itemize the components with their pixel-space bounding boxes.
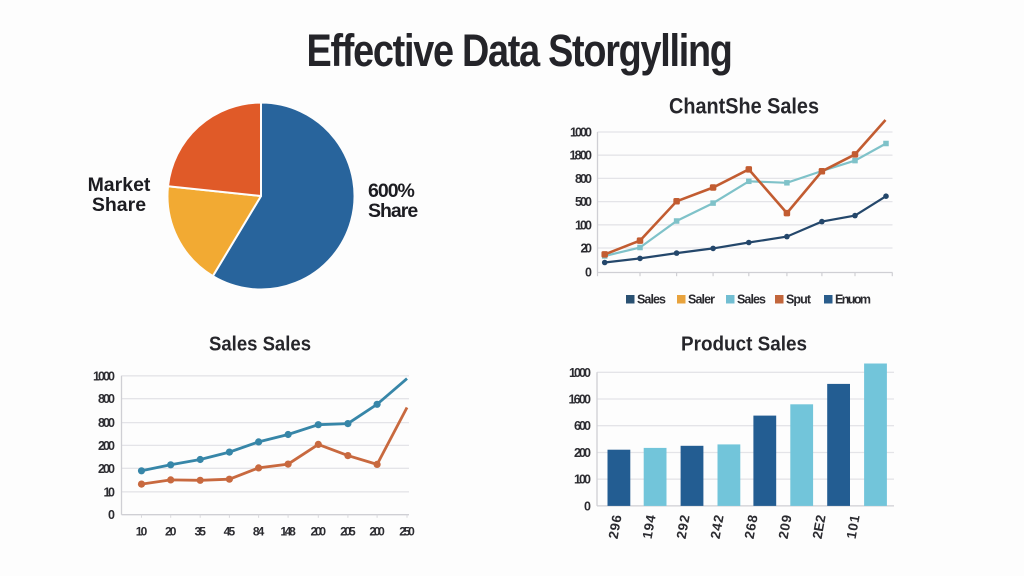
svg-text:Saler: Saler bbox=[688, 293, 715, 307]
svg-text:1800: 1800 bbox=[570, 149, 593, 163]
svg-text:10: 10 bbox=[136, 525, 148, 539]
svg-text:20: 20 bbox=[165, 525, 177, 539]
svg-text:100: 100 bbox=[575, 218, 592, 232]
svg-text:200: 200 bbox=[98, 439, 115, 453]
svg-text:292: 292 bbox=[674, 514, 693, 540]
svg-text:Sales: Sales bbox=[637, 293, 666, 307]
svg-text:84: 84 bbox=[253, 525, 265, 539]
svg-text:800: 800 bbox=[98, 416, 115, 430]
svg-text:242: 242 bbox=[708, 514, 727, 540]
svg-text:Sales: Sales bbox=[737, 293, 766, 307]
svg-text:200: 200 bbox=[369, 525, 385, 539]
svg-text:Product Sales: Product Sales bbox=[681, 333, 807, 356]
svg-text:10: 10 bbox=[104, 485, 116, 499]
svg-text:268: 268 bbox=[742, 513, 761, 540]
svg-text:250: 250 bbox=[399, 525, 415, 539]
svg-text:1000: 1000 bbox=[93, 369, 115, 383]
svg-text:0: 0 bbox=[108, 508, 115, 522]
svg-text:2E2: 2E2 bbox=[810, 514, 829, 540]
svg-text:148: 148 bbox=[280, 525, 296, 539]
svg-text:205: 205 bbox=[340, 525, 356, 539]
svg-text:194: 194 bbox=[640, 513, 659, 540]
svg-text:0: 0 bbox=[584, 499, 591, 513]
svg-text:209: 209 bbox=[776, 514, 795, 540]
svg-text:Sales Sales: Sales Sales bbox=[209, 333, 311, 356]
svg-text:1000: 1000 bbox=[569, 366, 591, 380]
svg-text:800: 800 bbox=[575, 172, 592, 186]
svg-text:1600: 1600 bbox=[569, 393, 592, 407]
svg-text:200: 200 bbox=[98, 462, 115, 476]
svg-text:500: 500 bbox=[575, 195, 592, 209]
svg-text:800: 800 bbox=[98, 392, 115, 406]
svg-text:600: 600 bbox=[574, 419, 591, 433]
svg-text:1000: 1000 bbox=[570, 126, 592, 140]
svg-text:101: 101 bbox=[844, 513, 863, 540]
svg-text:Sput: Sput bbox=[786, 293, 812, 307]
svg-text:ChantShe Sales: ChantShe Sales bbox=[669, 94, 819, 119]
svg-text:20: 20 bbox=[581, 242, 593, 256]
svg-text:0: 0 bbox=[585, 266, 592, 280]
svg-text:Enuom: Enuom bbox=[835, 293, 871, 307]
svg-text:200: 200 bbox=[311, 525, 327, 539]
svg-text:100: 100 bbox=[574, 473, 591, 487]
svg-text:35: 35 bbox=[194, 525, 206, 539]
svg-text:45: 45 bbox=[224, 525, 236, 539]
svg-text:296: 296 bbox=[606, 513, 625, 540]
svg-text:200: 200 bbox=[574, 446, 591, 460]
